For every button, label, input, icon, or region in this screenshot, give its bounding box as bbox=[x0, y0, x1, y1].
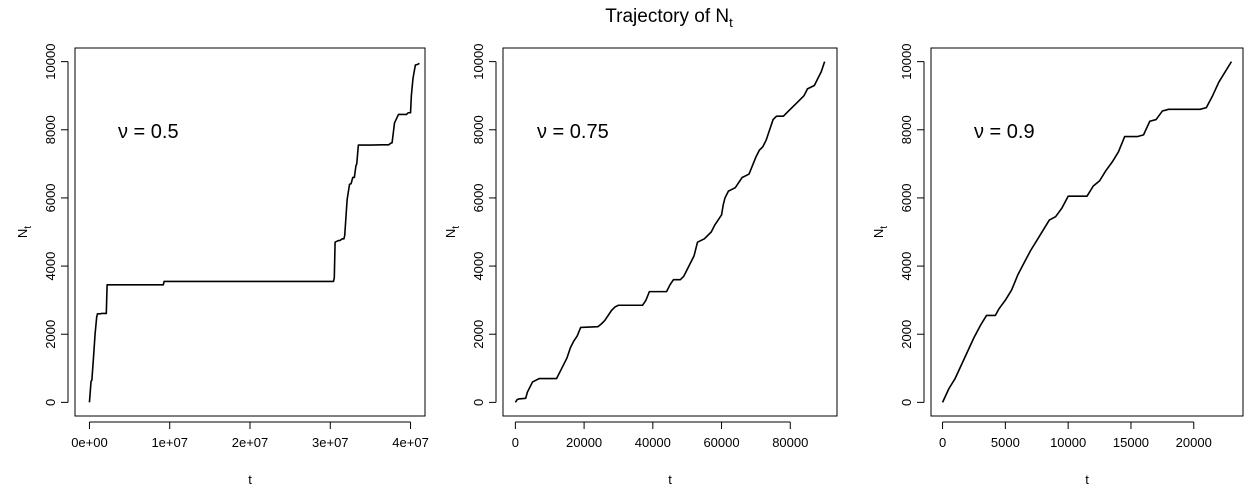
y-tick-label: 6000 bbox=[43, 183, 58, 212]
chart-panel-3: 0 5000 10000 15000 20000 0 2000 4000 6000 8000 100… bbox=[871, 44, 1244, 487]
y-tick-label: 6000 bbox=[899, 183, 914, 212]
y-tick-label: 10000 bbox=[471, 44, 486, 80]
y-axis-label: Nt bbox=[871, 226, 890, 238]
y-tick-label: 6000 bbox=[471, 183, 486, 212]
nu-annotation: ν = 0.75 bbox=[537, 121, 609, 143]
x-axis-label: t bbox=[248, 472, 252, 487]
x-tick-label: 60000 bbox=[703, 435, 739, 450]
x-tick-label: 0e+00 bbox=[71, 435, 108, 450]
plot-frame bbox=[502, 47, 838, 417]
y-tick-label: 2000 bbox=[43, 320, 58, 349]
y-axis-label: Nt bbox=[15, 226, 34, 238]
y-tick-label: 8000 bbox=[899, 115, 914, 144]
y-axis-label: Nt bbox=[443, 226, 462, 238]
x-tick-label: 80000 bbox=[772, 435, 808, 450]
figure-title-sub: t bbox=[729, 15, 733, 30]
y-axis-label-main: N bbox=[871, 229, 886, 238]
y-tick-label: 10000 bbox=[43, 44, 58, 80]
y-tick-label: 8000 bbox=[471, 115, 486, 144]
chart-panel-2: 0 20000 40000 60000 80000 0 2000 4000 6000 8000 10… bbox=[443, 44, 838, 487]
x-tick-label: 20000 bbox=[566, 435, 602, 450]
x-tick-label: 4e+07 bbox=[392, 435, 429, 450]
figure-title-main: Trajectory of N bbox=[605, 6, 729, 27]
y-tick-label: 10000 bbox=[899, 44, 914, 80]
y-tick-label: 2000 bbox=[471, 320, 486, 349]
y-tick-label: 4000 bbox=[899, 252, 914, 281]
y-tick-label: 0 bbox=[471, 399, 486, 406]
x-axis-label: t bbox=[1085, 472, 1089, 487]
x-tick-label: 5000 bbox=[991, 435, 1020, 450]
trajectory-line bbox=[88, 62, 420, 403]
y-axis-label-main: N bbox=[443, 229, 458, 238]
nu-annotation: ν = 0.5 bbox=[118, 121, 179, 143]
y-tick-label: 0 bbox=[899, 399, 914, 406]
plot-frame bbox=[74, 47, 426, 417]
y-axis-label-main: N bbox=[15, 229, 30, 238]
y-axis-label-sub: t bbox=[451, 226, 462, 229]
y-tick-label: 4000 bbox=[43, 252, 58, 281]
y-tick-label: 2000 bbox=[899, 320, 914, 349]
x-tick-label: 20000 bbox=[1176, 435, 1212, 450]
x-tick-label: 3e+07 bbox=[312, 435, 349, 450]
figure-title: Trajectory of Nt bbox=[605, 6, 733, 30]
plot-frame bbox=[930, 47, 1244, 417]
nu-annotation: ν = 0.9 bbox=[974, 121, 1035, 143]
y-tick-label: 0 bbox=[43, 399, 58, 406]
x-tick-label: 10000 bbox=[1050, 435, 1086, 450]
y-axis-label-sub: t bbox=[23, 226, 34, 229]
x-tick-label: 40000 bbox=[635, 435, 671, 450]
y-axis-label-sub: t bbox=[879, 226, 890, 229]
x-axis-label: t bbox=[668, 472, 672, 487]
x-tick-label: 15000 bbox=[1113, 435, 1149, 450]
chart-panel-1: 0e+00 1e+07 2e+07 3e+07 4e+07 0 2000 4000 6000 80… bbox=[15, 44, 429, 487]
trajectory-line bbox=[514, 61, 826, 403]
x-tick-label: 0 bbox=[939, 435, 946, 450]
x-tick-label: 1e+07 bbox=[151, 435, 188, 450]
x-tick-label: 0 bbox=[512, 435, 519, 450]
x-tick-label: 2e+07 bbox=[232, 435, 269, 450]
y-tick-label: 4000 bbox=[471, 252, 486, 281]
panels: 0e+00 1e+07 2e+07 3e+07 4e+07 0 2000 4000 6000 80… bbox=[15, 44, 1244, 487]
trajectory-line bbox=[941, 61, 1233, 403]
y-tick-label: 8000 bbox=[43, 115, 58, 144]
